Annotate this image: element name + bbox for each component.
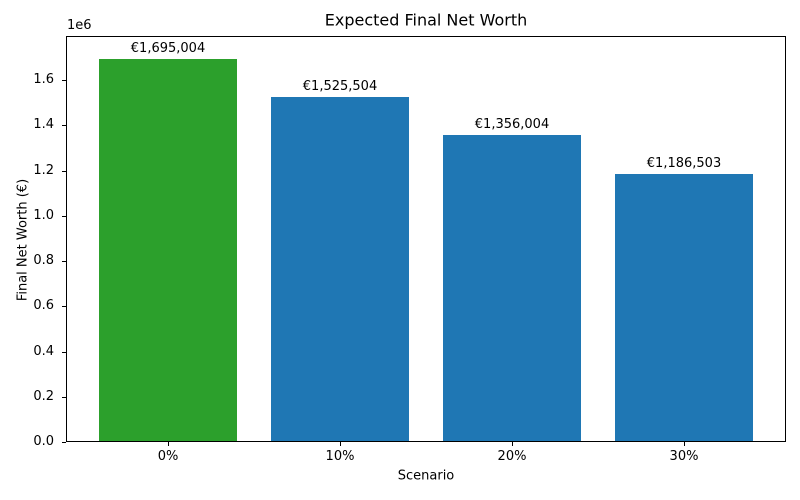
bar-value-label: €1,356,004 [474, 117, 550, 132]
x-tick-label: 10% [325, 449, 355, 464]
bar [615, 174, 753, 441]
y-tick-label: 0.8 [33, 253, 54, 268]
bar-value-label: €1,525,504 [302, 79, 378, 94]
y-axis-offset-label: 1e6 [67, 18, 92, 33]
y-tick-label: 1.4 [33, 117, 54, 132]
y-tick-mark [62, 125, 66, 126]
x-tick-label: 30% [669, 449, 699, 464]
x-tick-label: 0% [157, 449, 179, 464]
bar [271, 97, 409, 441]
y-tick-mark [62, 442, 66, 443]
x-tick-mark [340, 442, 341, 446]
bar-value-label: €1,186,503 [646, 156, 722, 171]
y-tick-mark [62, 261, 66, 262]
y-tick-mark [62, 306, 66, 307]
chart-title: Expected Final Net Worth [324, 10, 528, 30]
y-tick-label: 0.0 [33, 434, 54, 449]
y-tick-label: 1.0 [33, 208, 54, 223]
bar [443, 135, 581, 441]
bar [99, 59, 237, 441]
y-tick-mark [62, 216, 66, 217]
y-tick-label: 1.6 [33, 72, 54, 87]
y-tick-mark [62, 80, 66, 81]
x-tick-label: 20% [497, 449, 527, 464]
bar-value-label: €1,695,004 [130, 41, 206, 56]
x-tick-mark [168, 442, 169, 446]
x-tick-mark [512, 442, 513, 446]
y-axis-label: Final Net Worth (€) [15, 178, 31, 302]
y-tick-label: 0.6 [33, 298, 54, 313]
y-tick-mark [62, 171, 66, 172]
x-tick-mark [684, 442, 685, 446]
y-tick-mark [62, 352, 66, 353]
y-tick-mark [62, 397, 66, 398]
y-tick-label: 1.2 [33, 163, 54, 178]
x-axis-label: Scenario [397, 468, 455, 484]
y-tick-label: 0.2 [33, 389, 54, 404]
y-tick-label: 0.4 [33, 344, 54, 359]
